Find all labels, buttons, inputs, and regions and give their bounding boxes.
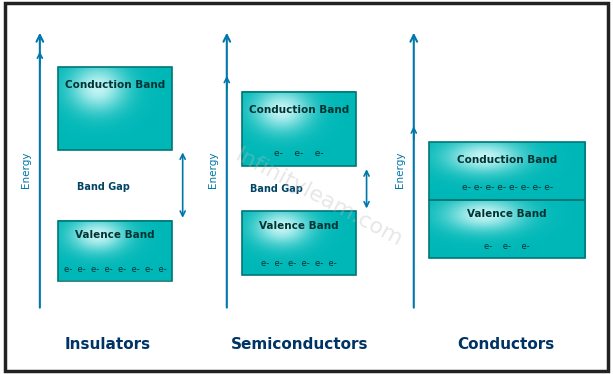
FancyBboxPatch shape <box>5 3 608 371</box>
Text: Energy: Energy <box>395 152 405 188</box>
Bar <box>58 67 172 150</box>
Text: Energy: Energy <box>21 152 31 188</box>
Text: e-  e-  e-  e-  e-  e-: e- e- e- e- e- e- <box>261 259 337 268</box>
Bar <box>242 92 356 166</box>
Text: Conductors: Conductors <box>457 337 554 352</box>
Text: Energy: Energy <box>208 152 218 188</box>
Bar <box>429 200 585 258</box>
Text: Valence Band: Valence Band <box>75 230 154 240</box>
Text: Semiconductors: Semiconductors <box>230 337 368 352</box>
Text: Band Gap: Band Gap <box>250 184 303 194</box>
Text: e- e- e- e- e- e- e- e-: e- e- e- e- e- e- e- e- <box>462 183 553 192</box>
Text: Conduction Band: Conduction Band <box>65 80 165 91</box>
Text: e-    e-    e-: e- e- e- <box>484 242 530 251</box>
Text: Band Gap: Band Gap <box>77 182 129 192</box>
Text: Valence Band: Valence Band <box>468 209 547 220</box>
Text: Valence Band: Valence Band <box>259 221 338 231</box>
Bar <box>58 221 172 280</box>
Text: Insulators: Insulators <box>64 337 150 352</box>
Bar <box>429 142 585 200</box>
Bar <box>242 211 356 275</box>
Text: Conduction Band: Conduction Band <box>457 155 557 165</box>
Text: Conduction Band: Conduction Band <box>249 105 349 115</box>
Text: Infinityleam.com: Infinityleam.com <box>232 145 406 251</box>
Text: e-  e-  e-  e-  e-  e-  e-  e-: e- e- e- e- e- e- e- e- <box>64 265 166 274</box>
Text: e-    e-    e-: e- e- e- <box>274 149 324 158</box>
